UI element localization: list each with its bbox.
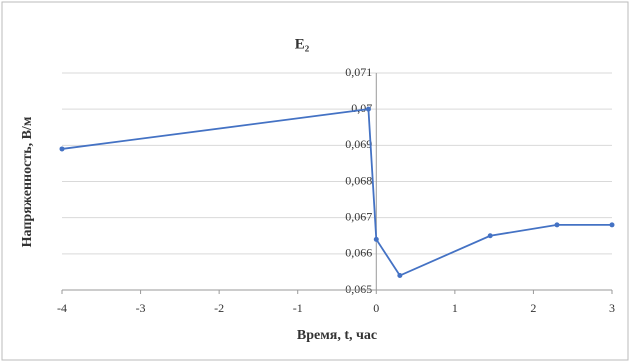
point <box>609 222 615 228</box>
point <box>59 146 65 152</box>
x-tick-label: -4 <box>57 301 67 315</box>
y-tick-label: 0,071 <box>345 65 372 79</box>
y-tick-label: 0,069 <box>345 137 372 151</box>
point <box>365 106 371 112</box>
point <box>554 222 560 228</box>
point <box>487 233 493 239</box>
y-axis-title: Напряженность, В/м <box>20 116 35 247</box>
point <box>397 273 403 279</box>
x-tick-label: -3 <box>136 301 146 315</box>
x-tick-label: 3 <box>609 301 615 315</box>
y-tick-label: 0,065 <box>345 282 372 296</box>
x-tick-label: 2 <box>530 301 536 315</box>
point <box>373 236 379 242</box>
x-tick-label: -2 <box>214 301 224 315</box>
y-tick-label: 0,066 <box>345 246 372 260</box>
y-tick-label: 0,068 <box>345 173 372 187</box>
x-tick-label: 0 <box>373 301 379 315</box>
x-axis-title: Время, t, час <box>297 328 377 343</box>
x-tick-label: -1 <box>293 301 303 315</box>
chart-title: E₂ <box>295 36 310 52</box>
y-tick-label: 0,067 <box>345 209 372 223</box>
x-tick-label: 1 <box>452 301 458 315</box>
